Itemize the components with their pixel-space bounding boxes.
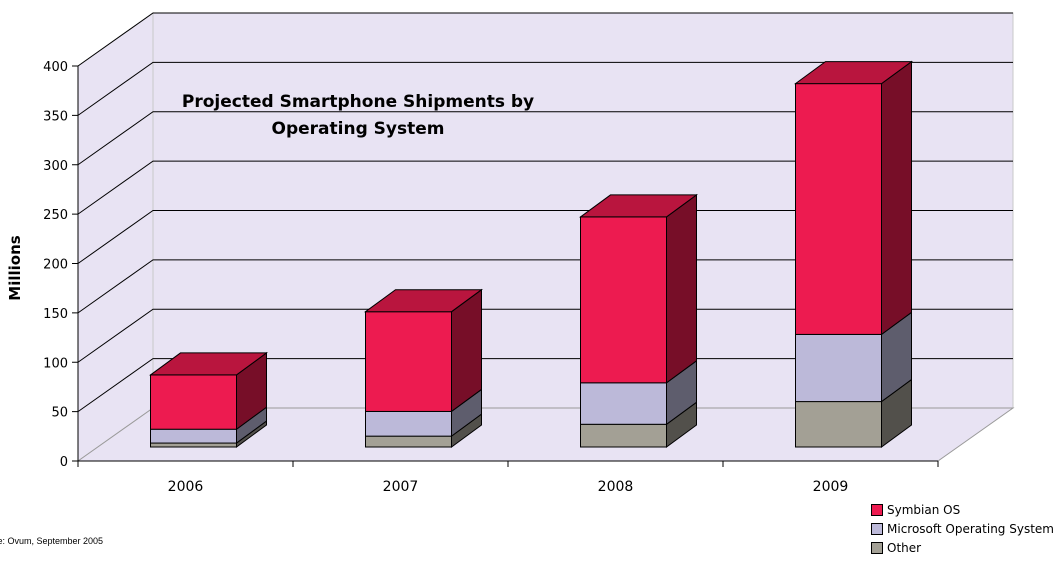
legend-item-microsoft: Microsoft Operating System — [871, 519, 1055, 538]
y-tick-label: 350 — [43, 109, 68, 124]
bar-segment-2009-2 — [793, 60, 914, 336]
y-tick-label: 400 — [43, 60, 68, 75]
bar-front-face — [150, 442, 237, 448]
bar-segment-2009-1 — [795, 311, 912, 403]
bar-front-face — [580, 382, 667, 425]
bar-front-face — [580, 216, 667, 384]
legend-label-microsoft: Microsoft Operating System — [887, 521, 1054, 536]
gridlines — [77, 12, 1013, 413]
y-axis-label: Millions — [6, 235, 24, 300]
axes: 0 50 100 150 200 250 300 350 400 2006 2007 2008 2009 — [43, 60, 939, 495]
gridline — [77, 358, 1013, 413]
legend-swatch-symbian — [871, 503, 883, 516]
bar-front-face — [365, 435, 452, 448]
y-tick-label: 300 — [43, 159, 68, 174]
bar-segment-2008-2 — [578, 193, 699, 384]
bar-front-face — [365, 311, 452, 412]
legend-label-other: Other — [887, 540, 922, 555]
gridline — [77, 308, 1013, 363]
bar-top-face — [148, 352, 269, 376]
bar-front-face — [580, 423, 667, 448]
bar-top-face — [363, 289, 484, 313]
legend-item-other: Other — [871, 538, 1055, 557]
bar-segment-2008-1 — [580, 359, 697, 426]
gridline — [77, 111, 1013, 166]
chart-title-line-1: Projected Smartphone Shipments by — [182, 92, 534, 112]
legend-swatch-microsoft — [871, 522, 883, 535]
y-tick-label: 150 — [43, 307, 68, 322]
legend-swatch-other — [871, 541, 883, 554]
bar-side-face — [666, 193, 697, 384]
bar-top-face — [793, 61, 914, 85]
bar-front-face — [365, 410, 452, 437]
y-tick-label: 100 — [43, 356, 68, 371]
bar-front-face — [795, 83, 882, 335]
bar-front-face — [150, 374, 237, 430]
chart-title-line-2: Operating System — [272, 119, 445, 139]
source-note: rce: Ovum, September 2005 — [0, 536, 104, 546]
bar-top-face — [578, 194, 699, 218]
bars — [148, 60, 914, 448]
bar-segment-2006-1 — [150, 406, 267, 445]
legend-item-symbian: Symbian OS — [871, 500, 1055, 519]
gridline — [77, 210, 1013, 264]
bar-segment-2007-2 — [363, 288, 484, 413]
gridline — [77, 61, 1013, 116]
gridline — [77, 259, 1013, 314]
legend-label-symbian: Symbian OS — [887, 502, 961, 517]
y-tick-label: 200 — [43, 258, 68, 273]
x-tick-label: 2009 — [813, 479, 849, 495]
gridline — [77, 12, 1013, 67]
x-tick-label: 2006 — [168, 479, 204, 495]
y-tick-label: 0 — [60, 455, 68, 470]
gridline — [77, 160, 1013, 215]
bar-side-face — [881, 60, 912, 336]
x-tick-label: 2008 — [598, 479, 634, 495]
legend: Symbian OS Microsoft Operating System Ot… — [871, 500, 1055, 557]
y-tick-label: 250 — [43, 208, 68, 223]
bar-front-face — [795, 401, 882, 448]
y-tick-label: 50 — [51, 406, 68, 421]
bar-segment-2007-1 — [365, 388, 482, 438]
x-tick-label: 2007 — [383, 479, 419, 495]
bar-front-face — [150, 428, 237, 444]
bar-front-face — [795, 333, 882, 403]
bar-segment-2006-2 — [148, 351, 269, 431]
